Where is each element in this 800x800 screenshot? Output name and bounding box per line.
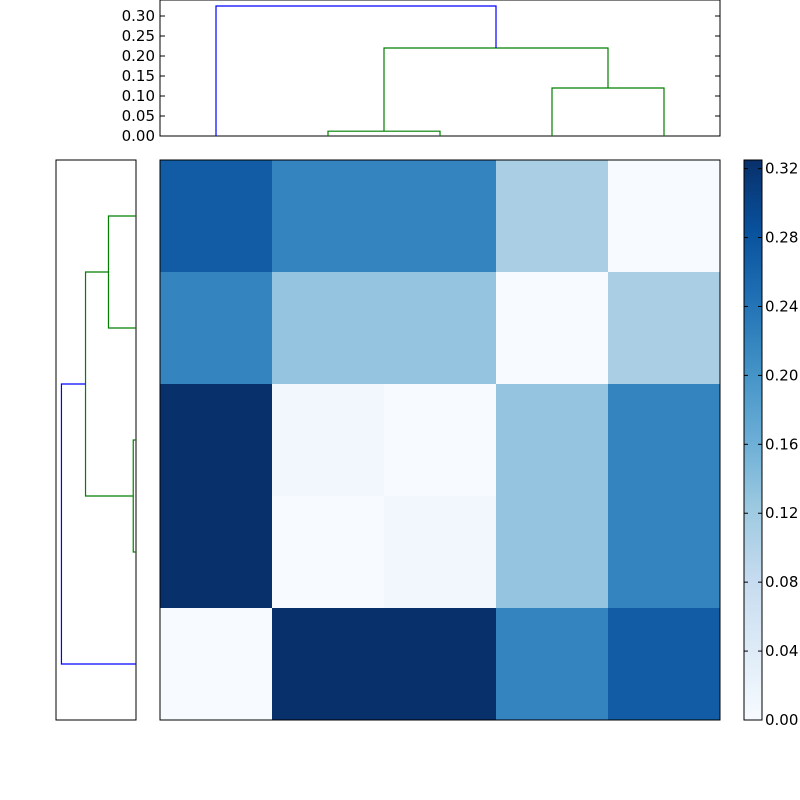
top-dendrogram-ytick-label-3: 0.15: [122, 67, 155, 85]
colorbar-tick-label-5: 0.20: [765, 366, 798, 384]
heatmap-cell-r3-c1: [272, 496, 385, 609]
heatmap-cell-r4-c0: [160, 608, 273, 721]
left-dendrogram-link-3: [60, 383, 136, 665]
heatmap-cell-r0-c0: [160, 160, 273, 273]
heatmap-cell-r3-c3: [496, 496, 609, 609]
heatmap-cell-r3-c4: [608, 496, 721, 609]
heatmap-cell-r1-c1: [272, 272, 385, 385]
heatmap-cell-r2-c2: [384, 384, 497, 497]
colorbar-frame: [743, 159, 763, 721]
top-dendrogram-link-3: [215, 5, 497, 136]
top-dendrogram-ytick-label-2: 0.10: [122, 87, 155, 105]
heatmap-cell-r1-c0: [160, 272, 273, 385]
heatmap-cell-r2-c3: [496, 384, 609, 497]
colorbar-tick-label-7: 0.28: [765, 229, 798, 247]
heatmap-cell-r4-c1: [272, 608, 385, 721]
heatmap-cell-r0-c3: [496, 160, 609, 273]
heatmap: [159, 159, 721, 721]
colorbar-tick-label-6: 0.24: [765, 297, 798, 315]
top-dendrogram-frame: [159, 0, 721, 137]
top-dendrogram-ytick-label-1: 0.05: [122, 107, 155, 125]
top-dendrogram-ytick-label-0: 0.00: [122, 127, 155, 145]
top-dendrogram-ytick-label-5: 0.25: [122, 27, 155, 45]
colorbar-tick-label-3: 0.12: [765, 504, 798, 522]
heatmap-cell-r0-c1: [272, 160, 385, 273]
heatmap-cell-r4-c3: [496, 608, 609, 721]
heatmap-cell-r4-c4: [608, 608, 721, 721]
colorbar-gradient: [744, 160, 762, 720]
heatmap-cell-r1-c2: [384, 272, 497, 385]
heatmap-cell-r3-c0: [160, 496, 273, 609]
left-dendrogram-frame: [55, 159, 137, 721]
colorbar-tick-label-2: 0.08: [765, 573, 798, 591]
heatmap-cell-r2-c0: [160, 384, 273, 497]
heatmap-cell-r0-c2: [384, 160, 497, 273]
heatmap-cell-r0-c4: [608, 160, 721, 273]
heatmap-cell-r2-c1: [272, 384, 385, 497]
heatmap-cell-r1-c4: [608, 272, 721, 385]
heatmap-cell-r2-c4: [608, 384, 721, 497]
left-dendrogram: [55, 159, 137, 721]
heatmap-cell-r4-c2: [384, 608, 497, 721]
heatmap-frame: [159, 159, 721, 721]
colorbar-tick-label-1: 0.04: [765, 642, 798, 660]
colorbar: 0.00 0.04 0.08 0.12 0.16 0.20 0.24 0.28 0.32: [743, 159, 798, 729]
top-dendrogram-ytick-label-4: 0.20: [122, 47, 155, 65]
colorbar-tick-label-4: 0.16: [765, 435, 798, 453]
heatmap-cell-r3-c2: [384, 496, 497, 609]
colorbar-tick-label-8: 0.32: [765, 160, 798, 178]
colorbar-tick-label-0: 0.00: [765, 711, 798, 729]
heatmap-cell-r1-c3: [496, 272, 609, 385]
top-dendrogram-ytick-label-6: 0.30: [122, 7, 155, 25]
top-dendrogram: 0.00 0.05 0.10 0.15 0.20 0.25 0.30: [122, 0, 721, 145]
